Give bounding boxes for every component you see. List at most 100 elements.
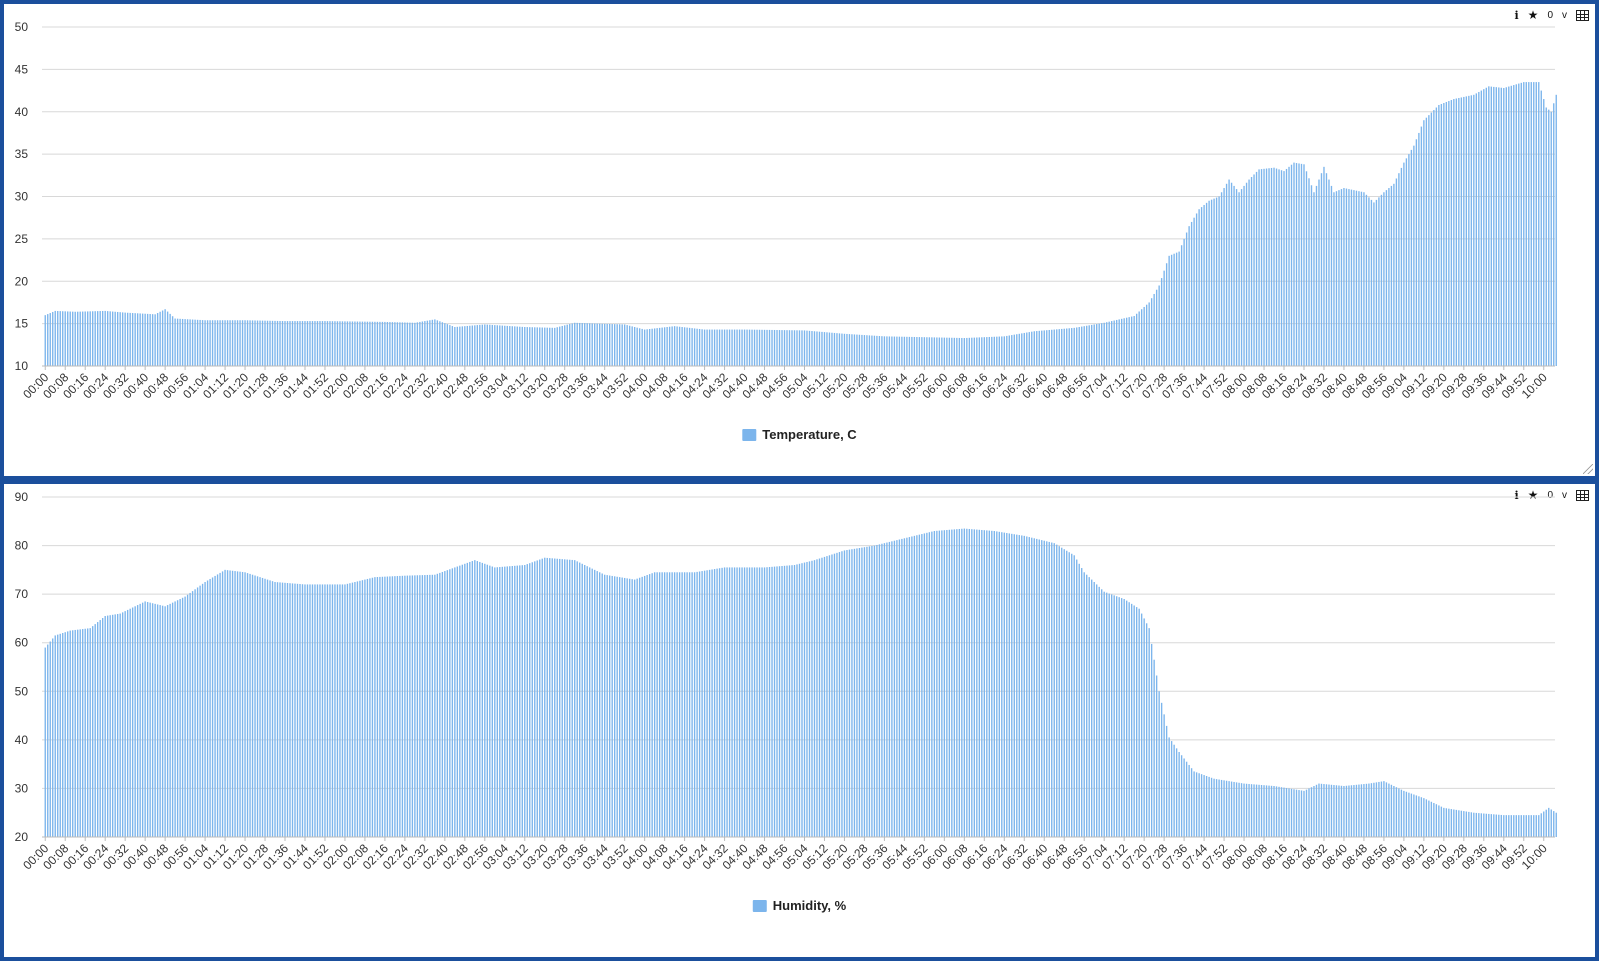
bar[interactable] <box>1145 304 1148 366</box>
bar[interactable] <box>614 576 616 837</box>
bar[interactable] <box>366 321 369 366</box>
bar[interactable] <box>1390 185 1393 366</box>
bar[interactable] <box>164 309 166 366</box>
bar[interactable] <box>1218 196 1220 367</box>
bar[interactable] <box>778 566 781 837</box>
bar[interactable] <box>943 337 946 366</box>
bar[interactable] <box>831 332 833 366</box>
bar[interactable] <box>861 334 863 366</box>
bar[interactable] <box>1140 613 1143 837</box>
bar[interactable] <box>1268 168 1270 366</box>
bar[interactable] <box>618 324 621 366</box>
bar[interactable] <box>216 574 219 837</box>
bar[interactable] <box>319 321 321 366</box>
bar[interactable] <box>569 324 571 366</box>
bar[interactable] <box>184 596 186 837</box>
bar[interactable] <box>1220 779 1223 837</box>
bar[interactable] <box>706 329 708 366</box>
bar[interactable] <box>286 583 289 837</box>
bar[interactable] <box>898 336 901 366</box>
bar[interactable] <box>541 558 543 838</box>
bar[interactable] <box>541 327 543 366</box>
bar[interactable] <box>77 311 79 366</box>
bar[interactable] <box>334 321 336 366</box>
bar[interactable] <box>656 572 658 837</box>
bar[interactable] <box>681 327 683 366</box>
bar[interactable] <box>1273 167 1275 366</box>
bar[interactable] <box>404 322 406 367</box>
bar[interactable] <box>1398 788 1400 837</box>
bar[interactable] <box>149 602 151 837</box>
bar[interactable] <box>54 310 56 366</box>
bar[interactable] <box>314 321 316 366</box>
bar[interactable] <box>87 311 89 366</box>
bar[interactable] <box>1300 790 1303 837</box>
bar[interactable] <box>1275 786 1278 837</box>
bar[interactable] <box>1445 808 1448 837</box>
bar[interactable] <box>1036 538 1038 837</box>
bar[interactable] <box>928 532 931 837</box>
bar[interactable] <box>1393 786 1395 837</box>
bar[interactable] <box>1255 171 1258 366</box>
bar[interactable] <box>1188 226 1190 366</box>
bar[interactable] <box>1413 794 1415 838</box>
bar[interactable] <box>119 613 121 837</box>
bar[interactable] <box>1023 332 1025 366</box>
bar[interactable] <box>461 326 464 366</box>
bar[interactable] <box>1513 85 1515 367</box>
bar[interactable] <box>678 572 681 837</box>
bar[interactable] <box>226 570 229 837</box>
bar[interactable] <box>49 641 51 838</box>
bar[interactable] <box>913 336 916 366</box>
bar[interactable] <box>526 327 528 366</box>
bar[interactable] <box>1483 813 1485 837</box>
bar[interactable] <box>1458 810 1460 837</box>
bar[interactable] <box>1395 178 1398 366</box>
bar[interactable] <box>421 575 424 837</box>
bar[interactable] <box>748 567 751 837</box>
bar[interactable] <box>1243 783 1245 837</box>
bar[interactable] <box>753 329 756 366</box>
bar[interactable] <box>818 331 821 366</box>
bar[interactable] <box>1430 801 1433 837</box>
bar[interactable] <box>916 337 918 366</box>
bar[interactable] <box>1393 183 1395 366</box>
bar[interactable] <box>92 311 94 366</box>
bar[interactable] <box>821 331 823 366</box>
bar[interactable] <box>1160 702 1163 837</box>
bar[interactable] <box>858 334 861 366</box>
bar[interactable] <box>976 337 978 367</box>
bar[interactable] <box>1318 179 1320 366</box>
bar[interactable] <box>1338 190 1340 366</box>
bar[interactable] <box>1290 164 1293 366</box>
bar[interactable] <box>771 329 773 366</box>
bar[interactable] <box>77 629 79 837</box>
bar[interactable] <box>1490 814 1492 837</box>
bar[interactable] <box>421 321 424 366</box>
bar[interactable] <box>1248 783 1250 837</box>
bar[interactable] <box>554 558 556 837</box>
bar[interactable] <box>169 313 171 366</box>
bar[interactable] <box>1525 815 1527 837</box>
bar[interactable] <box>1183 238 1185 367</box>
bar[interactable] <box>201 320 204 366</box>
bar[interactable] <box>189 319 191 366</box>
bar[interactable] <box>386 576 389 837</box>
bar[interactable] <box>109 615 111 837</box>
bar[interactable] <box>1101 589 1103 837</box>
bar[interactable] <box>623 577 626 837</box>
bar[interactable] <box>454 567 456 837</box>
bar[interactable] <box>606 323 608 366</box>
bar[interactable] <box>1128 317 1130 366</box>
bar[interactable] <box>1435 804 1438 837</box>
bar[interactable] <box>1165 263 1168 366</box>
bar[interactable] <box>963 528 966 837</box>
bar[interactable] <box>284 321 286 366</box>
bar[interactable] <box>776 566 778 837</box>
bar[interactable] <box>1440 806 1443 837</box>
bar[interactable] <box>241 571 244 837</box>
legend-item[interactable]: Temperature, C <box>742 427 857 442</box>
bar[interactable] <box>414 575 416 837</box>
bar[interactable] <box>1448 101 1450 367</box>
bar[interactable] <box>1545 809 1547 837</box>
